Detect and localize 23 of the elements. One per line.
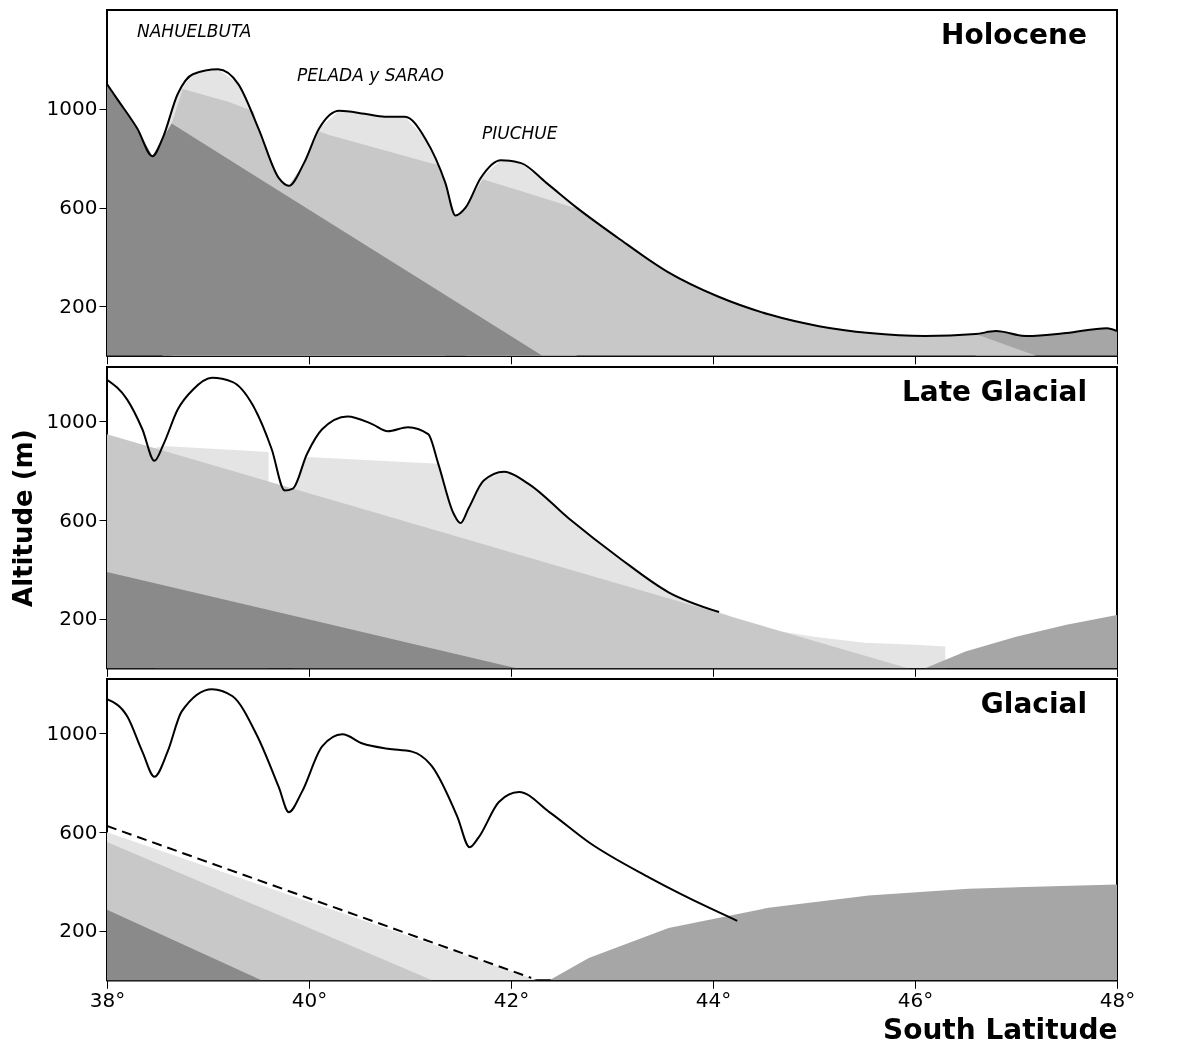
x-tick-label: 42° xyxy=(493,987,530,1012)
y-tick-label: 600 xyxy=(59,195,98,220)
y-tick-label: 200 xyxy=(59,606,98,631)
y-tick-label: 200 xyxy=(59,293,98,318)
y-tick-label: 1000 xyxy=(46,96,98,121)
y-tick-label: 600 xyxy=(59,819,98,844)
x-tick-label: 40° xyxy=(291,987,328,1012)
chart-title: Glacial xyxy=(980,687,1087,720)
y-tick-label: 1000 xyxy=(46,720,98,745)
chart-title: Holocene xyxy=(940,18,1087,51)
y-tick-label: 200 xyxy=(59,918,98,943)
y-tick-label: 1000 xyxy=(46,408,98,433)
x-tick-label: 48° xyxy=(1099,987,1136,1012)
x-tick-label: 46° xyxy=(897,987,934,1012)
x-axis-title: South Latitude xyxy=(883,1012,1118,1044)
chart-title: Late Glacial xyxy=(901,375,1087,408)
y-tick-label: 600 xyxy=(59,507,98,532)
annotation: NAHUELBUTA xyxy=(137,21,252,41)
x-tick-label: 38° xyxy=(89,987,126,1012)
annotation: PELADA y SARAO xyxy=(297,65,444,85)
annotation: PIUCHUE xyxy=(482,123,558,143)
x-tick-label: 44° xyxy=(695,987,732,1012)
y-axis-title: Altitude (m) xyxy=(7,429,38,607)
